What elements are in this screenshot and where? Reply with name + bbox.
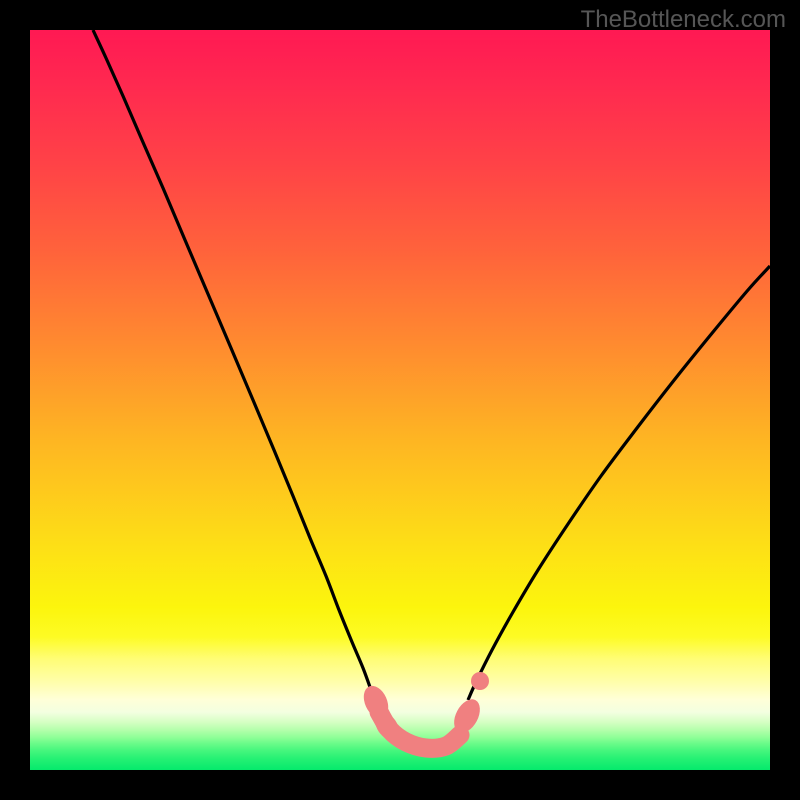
outer-frame: TheBottleneck.com — [0, 0, 800, 800]
marker-2 — [471, 672, 489, 690]
chart-svg — [30, 30, 770, 770]
watermark-text: TheBottleneck.com — [581, 6, 786, 34]
plot-area — [30, 30, 770, 770]
